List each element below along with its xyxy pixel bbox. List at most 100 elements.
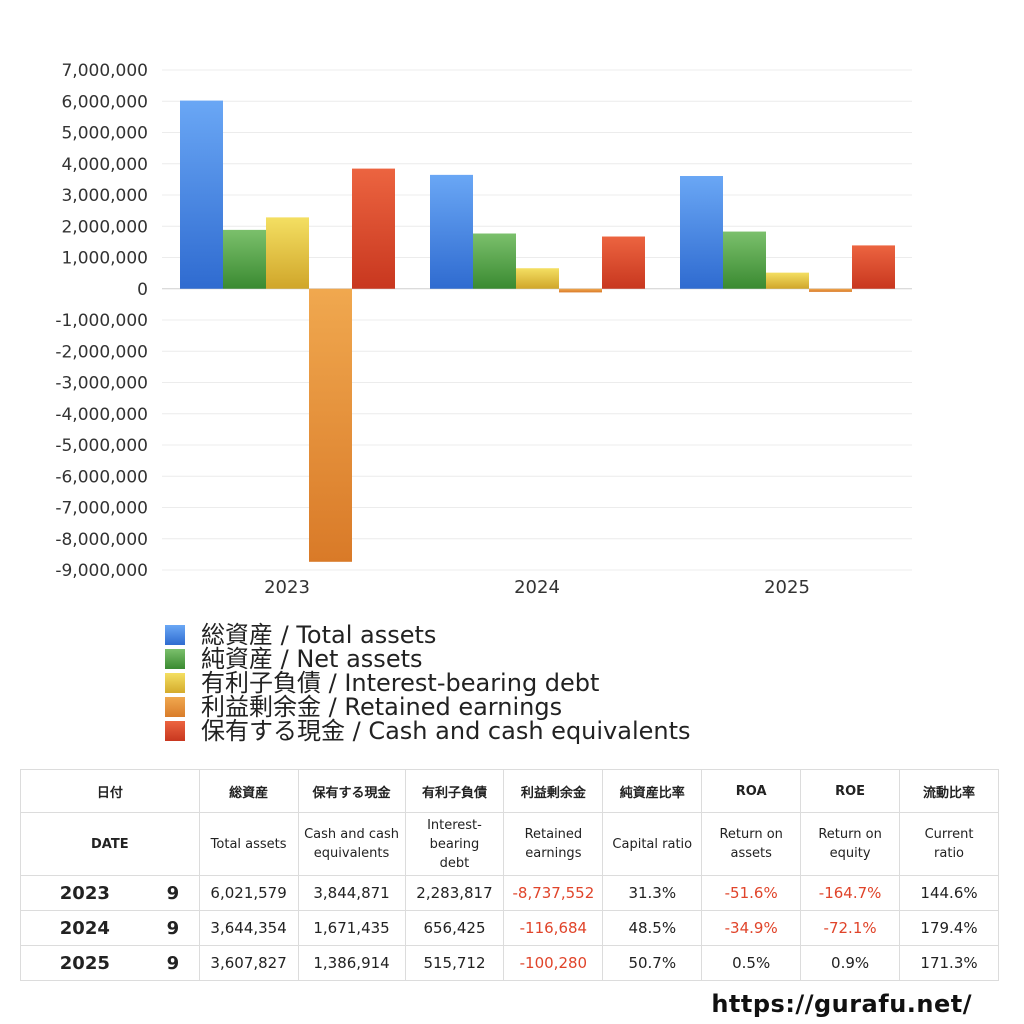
header-cash-jp: 保有する現金 [297, 769, 406, 813]
cell-retained: -8,737,552 [503, 875, 604, 911]
bar [602, 236, 645, 289]
cell-roa: -34.9% [701, 910, 802, 946]
header-total-assets-en: Total assets [198, 812, 299, 876]
legend-item: 純資産 / Net assets [165, 647, 691, 671]
x-axis-labels: 2023 2024 2025 [264, 577, 810, 598]
cell-cash: 1,671,435 [297, 910, 406, 946]
bar [352, 168, 395, 289]
cell-current-ratio: 171.3% [899, 945, 999, 981]
cell-roe: 0.9% [800, 945, 901, 981]
bar [309, 288, 352, 562]
header-roe-jp: ROE [800, 769, 901, 813]
cell-total-assets: 3,644,354 [198, 910, 299, 946]
legend-swatch-interest-bearing-debt [165, 673, 185, 693]
table-row: 2024 9 3,644,354 1,671,435 656,425 -116,… [19, 910, 999, 946]
header-current-ratio-en: Current ratio [899, 812, 999, 876]
financial-table: 日付 総資産 保有する現金 有利子負債 利益剰余金 純資産比率 ROA ROE … [19, 769, 999, 981]
bar [680, 176, 723, 289]
legend-swatch-net-assets [165, 649, 185, 669]
header-retained-jp: 利益剰余金 [503, 769, 604, 813]
y-tick-label: 5,000,000 [61, 124, 148, 144]
cell-cash: 1,386,914 [297, 945, 406, 981]
legend-label: 純資産 / Net assets [201, 645, 423, 673]
bar [473, 233, 516, 289]
legend-item: 保有する現金 / Cash and cash equivalents [165, 719, 691, 743]
cell-current-ratio: 179.4% [899, 910, 999, 946]
header-total-assets-jp: 総資産 [198, 769, 299, 813]
bar [516, 268, 559, 289]
cell-capital-ratio: 48.5% [602, 910, 703, 946]
table-row: 2025 9 3,607,827 1,386,914 515,712 -100,… [19, 945, 999, 981]
row-year: 2023 [19, 875, 149, 911]
legend-label: 保有する現金 / Cash and cash equivalents [201, 717, 691, 745]
legend-label: 総資産 / Total assets [201, 621, 437, 649]
cell-capital-ratio: 31.3% [602, 875, 703, 911]
header-current-ratio-jp: 流動比率 [899, 769, 999, 813]
y-tick-label: -2,000,000 [55, 342, 148, 362]
cell-roe: -72.1% [800, 910, 901, 946]
y-tick-label: 7,000,000 [61, 61, 148, 81]
header-capital-ratio-en: Capital ratio [602, 812, 703, 876]
cell-current-ratio: 144.6% [899, 875, 999, 911]
row-month: 9 [148, 945, 200, 981]
header-date-en: DATE [20, 812, 200, 876]
legend-item: 利益剰余金 / Retained earnings [165, 695, 691, 719]
bar [766, 272, 809, 289]
y-tick-label: -7,000,000 [55, 499, 148, 519]
site-url[interactable]: https://gurafu.net/ [711, 990, 972, 1018]
cell-debt: 515,712 [404, 945, 505, 981]
cell-debt: 2,283,817 [404, 875, 505, 911]
header-debt-en: Interest-bearing debt [404, 812, 505, 876]
y-tick-label: -6,000,000 [55, 467, 148, 487]
bar [723, 231, 766, 289]
table-row: 2023 9 6,021,579 3,844,871 2,283,817 -8,… [19, 875, 999, 911]
y-tick-label: -9,000,000 [55, 561, 148, 581]
bar [223, 229, 266, 289]
cell-total-assets: 3,607,827 [198, 945, 299, 981]
grid-lines [162, 69, 912, 571]
cell-debt: 656,425 [404, 910, 505, 946]
bar [852, 245, 895, 289]
x-tick-label: 2024 [514, 577, 560, 598]
bar [180, 100, 223, 289]
header-capital-ratio-jp: 純資産比率 [602, 769, 703, 813]
y-axis-ticks: 7,000,000 6,000,000 5,000,000 4,000,000 3,00… [55, 61, 148, 581]
row-month: 9 [148, 910, 200, 946]
row-month: 9 [148, 875, 200, 911]
bar [266, 217, 309, 289]
y-tick-label: 0 [137, 280, 148, 300]
legend-item: 有利子負債 / Interest-bearing debt [165, 671, 691, 695]
row-year: 2024 [19, 910, 149, 946]
legend-swatch-retained-earnings [165, 697, 185, 717]
header-date-jp: 日付 [20, 769, 200, 813]
y-tick-label: 4,000,000 [61, 155, 148, 175]
header-retained-en: Retained earnings [503, 812, 604, 876]
legend-label: 利益剰余金 / Retained earnings [201, 693, 563, 721]
cell-roa: 0.5% [701, 945, 802, 981]
cell-total-assets: 6,021,579 [198, 875, 299, 911]
cell-capital-ratio: 50.7% [602, 945, 703, 981]
bar [559, 288, 602, 293]
cell-retained: -100,280 [503, 945, 604, 981]
y-tick-label: -3,000,000 [55, 374, 148, 394]
bar-chart: 7,000,000 6,000,000 5,000,000 4,000,000 3,00… [55, 61, 912, 598]
y-tick-label: -1,000,000 [55, 311, 148, 331]
header-roa-en: Return on assets [701, 812, 802, 876]
bar [430, 174, 473, 289]
legend: 総資産 / Total assets 純資産 / Net assets 有利子負… [165, 623, 691, 743]
y-tick-label: -4,000,000 [55, 405, 148, 425]
cell-roa: -51.6% [701, 875, 802, 911]
table-header-en: DATE Total assets Cash and cash equivale… [20, 812, 999, 876]
y-tick-label: 2,000,000 [61, 217, 148, 237]
bar [809, 288, 852, 292]
cell-retained: -116,684 [503, 910, 604, 946]
header-roe-en: Return on equity [800, 812, 901, 876]
legend-item: 総資産 / Total assets [165, 623, 691, 647]
row-year: 2025 [19, 945, 149, 981]
cell-cash: 3,844,871 [297, 875, 406, 911]
legend-label: 有利子負債 / Interest-bearing debt [201, 669, 600, 697]
y-tick-label: -8,000,000 [55, 530, 148, 550]
header-cash-en: Cash and cash equivalents [297, 812, 406, 876]
y-tick-label: -5,000,000 [55, 436, 148, 456]
x-tick-label: 2023 [264, 577, 310, 598]
